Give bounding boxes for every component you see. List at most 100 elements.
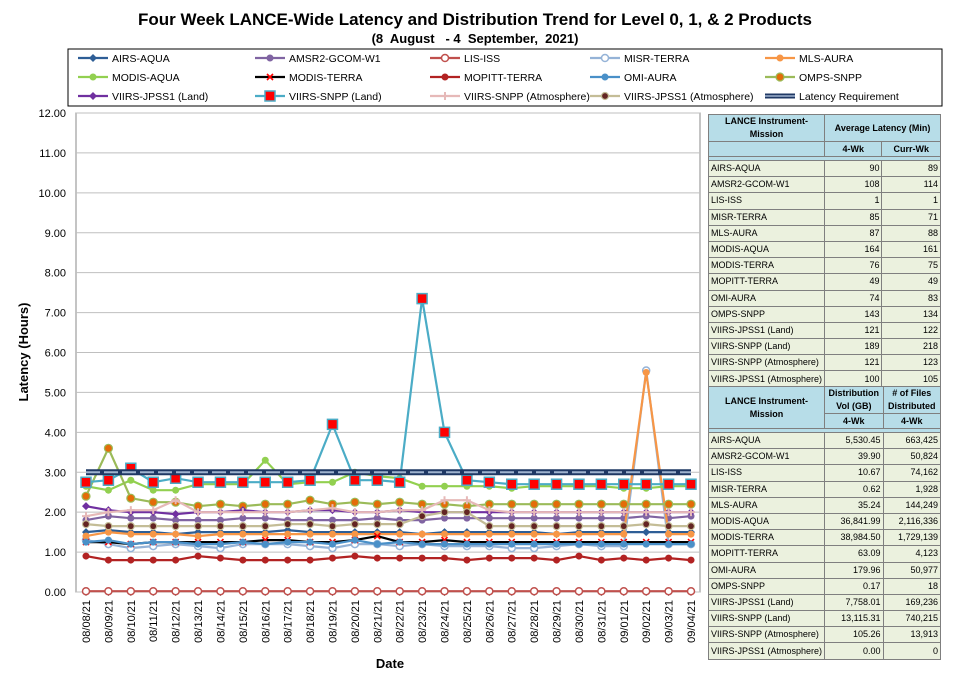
table1-cell-b: 49 (881, 273, 941, 291)
table1-cell-a: 100 (824, 370, 883, 388)
table1-header-4wk: 4-Wk (824, 141, 883, 157)
data-point (640, 478, 652, 490)
data-point (597, 508, 606, 517)
data-point (642, 368, 650, 376)
data-point (214, 476, 227, 488)
data-point (104, 586, 113, 596)
table2-cell-name: AIRS-AQUA (707, 431, 826, 450)
data-point (574, 522, 584, 531)
y-tick-label: 9.00 (45, 228, 66, 240)
data-point (328, 554, 336, 562)
table1-cell-a: 87 (824, 224, 883, 242)
legend-item: VIIRS-SNPP (Land) (255, 90, 382, 103)
y-tick-label: 11.00 (39, 148, 66, 160)
data-point (440, 508, 449, 517)
data-point (642, 520, 651, 529)
table1-cell-a: 121 (824, 321, 883, 340)
data-point (507, 586, 516, 596)
data-point (507, 522, 516, 531)
table2-cell-b: 0 (882, 642, 942, 660)
legend-box (67, 48, 943, 107)
data-point (508, 514, 516, 522)
data-point (396, 538, 404, 546)
table1-cell-b: 114 (881, 176, 941, 194)
data-point (597, 514, 605, 522)
table1-row: VIIRS-JPSS1 (Land) 121 122 (707, 321, 941, 340)
legend-marker (266, 54, 274, 62)
table2-cell-b: 740,215 (882, 610, 942, 628)
data-point (642, 508, 651, 517)
data-point (373, 532, 381, 540)
data-point (127, 476, 135, 484)
table1-cell-name: MODIS-AQUA (707, 240, 826, 259)
data-point (103, 443, 114, 453)
x-tick-label: 08/10/21 (126, 600, 138, 643)
data-point (148, 497, 158, 507)
data-point (575, 540, 583, 548)
y-tick-label: 8.00 (45, 268, 66, 280)
x-tick-label: 09/04/21 (686, 600, 698, 643)
data-point (642, 556, 650, 564)
data-point (239, 514, 247, 522)
data-point (238, 586, 248, 596)
table2-cell-name: OMPS-SNPP (707, 577, 826, 595)
data-point (664, 522, 673, 531)
data-point (642, 528, 651, 537)
data-point (194, 516, 202, 524)
data-point (552, 586, 561, 596)
table1-cell-b: 88 (881, 224, 941, 242)
table2-cell-a: 7,758.01 (824, 593, 884, 612)
data-point (194, 540, 202, 548)
table2-cell-name: MISR-TERRA (707, 480, 826, 498)
data-point (619, 522, 628, 531)
table1-row: MODIS-TERRA 76 75 (707, 257, 941, 275)
table2-cell-b: 13,913 (882, 626, 942, 644)
series-omi-aura (82, 536, 695, 548)
legend-item: MOPITT-TERRA (430, 72, 542, 84)
x-tick-label: 09/02/21 (641, 600, 653, 643)
data-point (373, 586, 382, 596)
data-point (665, 530, 673, 538)
data-point (261, 456, 269, 464)
table1-cell-name: VIIRS-JPSS1 (Land) (707, 321, 826, 340)
series-omps-snpp (81, 443, 696, 511)
data-point (350, 520, 359, 529)
data-point (530, 530, 538, 538)
data-point (462, 508, 472, 517)
data-point (441, 554, 449, 562)
data-point (306, 530, 314, 538)
data-point (148, 586, 158, 596)
table2-row: MLS-AURA 35.24 144,249 (707, 496, 942, 514)
data-point (193, 522, 203, 531)
x-tick-label: 08/08/21 (81, 600, 93, 643)
data-point (373, 508, 382, 517)
table1-row: AMSR2-GCOM-W1 108 114 (707, 176, 941, 194)
data-point (306, 506, 315, 515)
data-point (328, 516, 336, 524)
data-point (553, 530, 561, 538)
legend-marker (441, 73, 449, 81)
table2-cell-a: 10.67 (824, 464, 884, 482)
table1-row: MLS-AURA 87 88 (707, 224, 941, 242)
data-point (81, 586, 91, 596)
data-point (574, 499, 584, 509)
series-line (85, 445, 691, 508)
series-viirs-snpp-atmosphere- (82, 496, 695, 521)
data-point (149, 486, 157, 494)
legend-label: AIRS-AQUA (112, 53, 170, 65)
chart-subtitle: (8 August - 4 September, 2021) (372, 31, 579, 46)
table2-cell-b: 663,425 (882, 431, 942, 450)
data-point (417, 586, 427, 596)
x-tick-label: 09/03/21 (664, 600, 676, 643)
series-viirs-jpss1-atmosphere- (81, 508, 696, 531)
data-point (508, 540, 516, 548)
x-tick-label: 08/09/21 (103, 600, 115, 643)
series-amsr2-gcom-w1 (82, 512, 695, 524)
table2-cell-b: 169,236 (882, 593, 942, 612)
x-tick-label: 08/29/21 (552, 600, 564, 643)
data-point (595, 478, 608, 490)
table1-row: MISR-TERRA 85 71 (707, 208, 941, 226)
table1-row: VIIRS-SNPP (Atmosphere) 121 123 (707, 354, 941, 372)
x-tick-label: 08/27/21 (507, 600, 519, 643)
